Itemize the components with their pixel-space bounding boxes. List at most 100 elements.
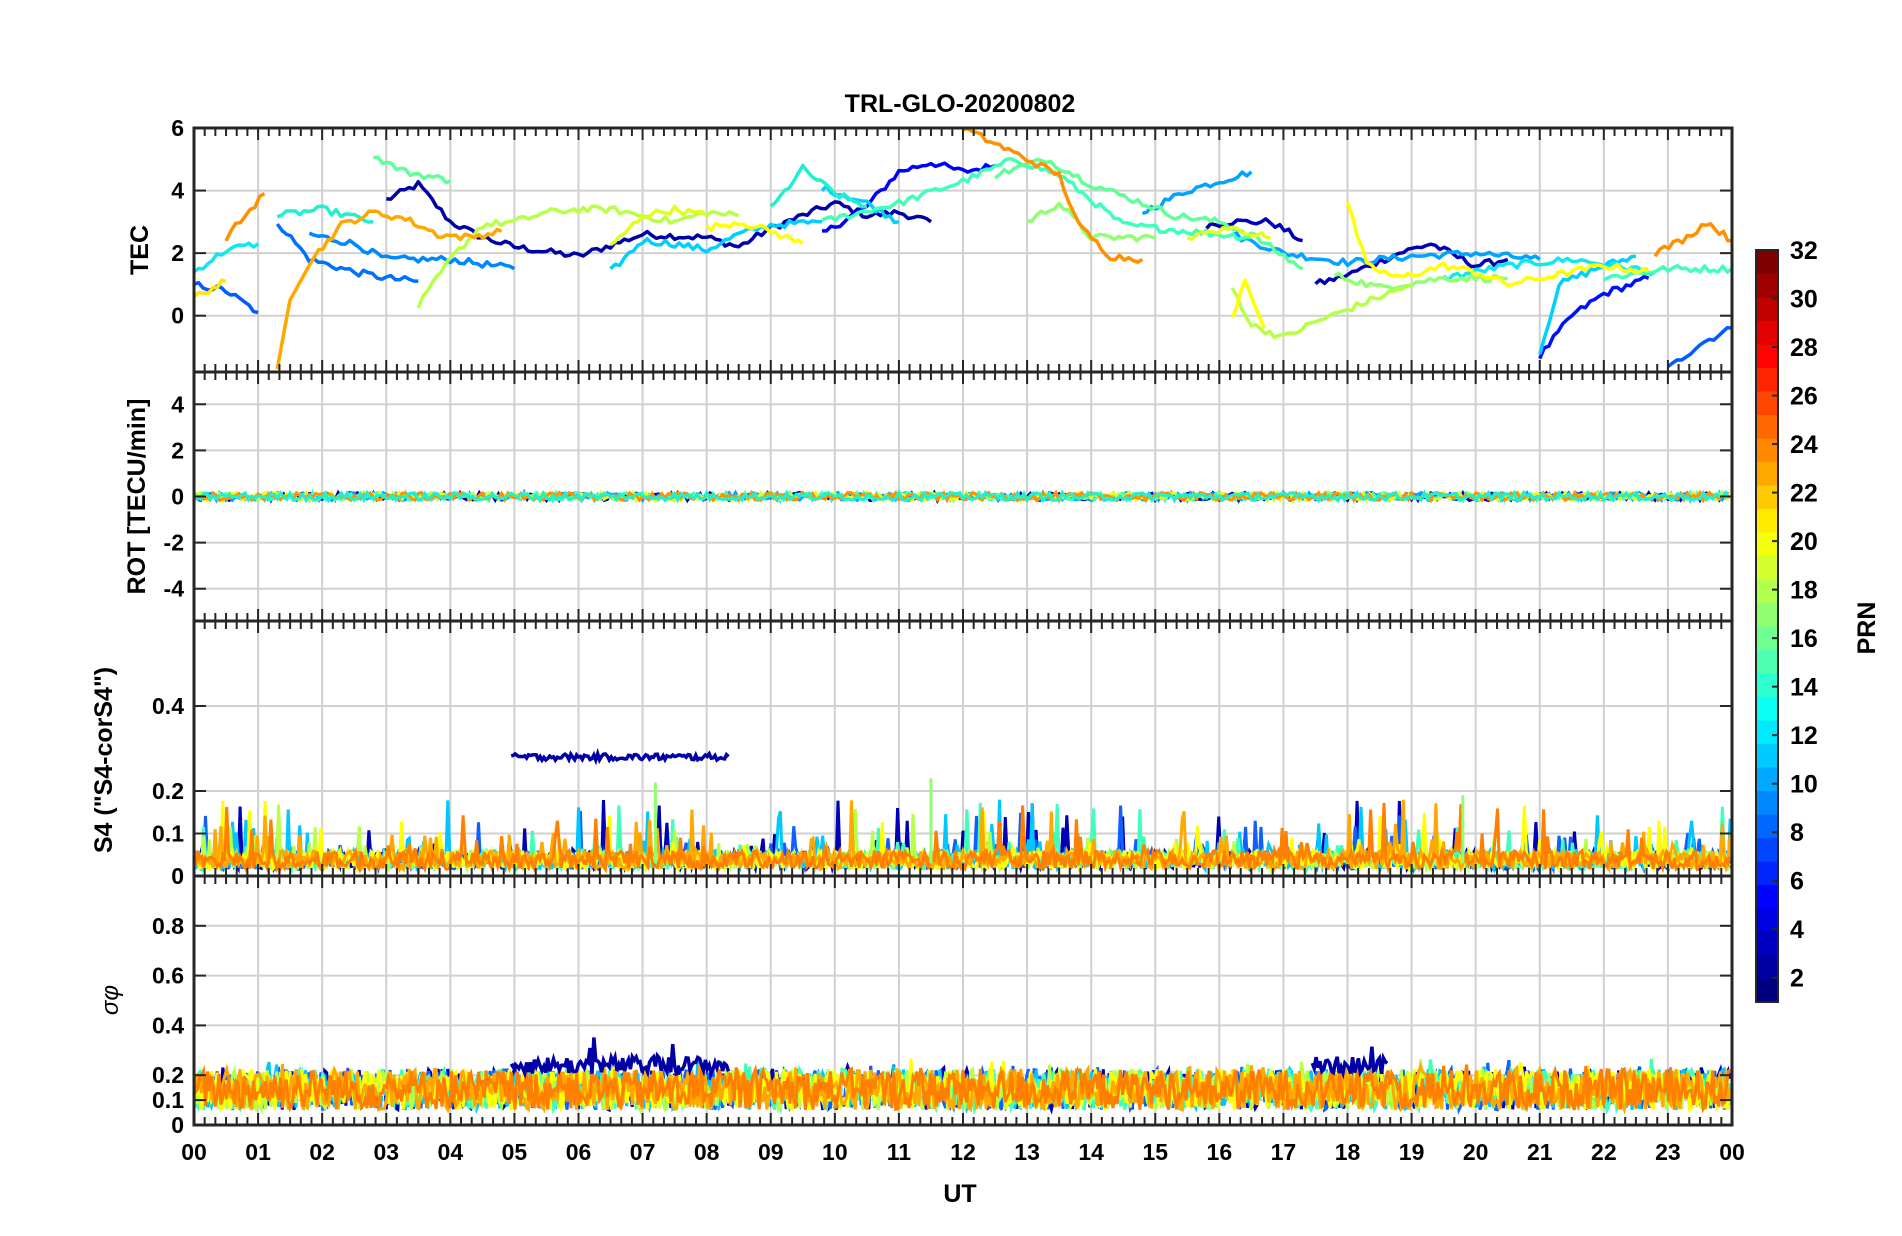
colorbar-cell: [1756, 790, 1778, 815]
x-tick-label: 17: [1271, 1139, 1297, 1165]
x-tick-label: 03: [373, 1139, 399, 1165]
colorbar-cell: [1756, 250, 1778, 275]
tec-line-prn-23: [1653, 222, 1732, 258]
colorbar-cell: [1756, 320, 1778, 345]
x-tick-label: 08: [694, 1139, 720, 1165]
chart-title: TRL-GLO-20200802: [845, 90, 1076, 118]
x-tick-label: 05: [502, 1139, 528, 1165]
colorbar-tick-label: 26: [1790, 383, 1818, 411]
y-tick-label: 0: [171, 1112, 184, 1138]
highlight-prn-1: [1310, 1046, 1389, 1080]
x-tick-label: 02: [309, 1139, 335, 1165]
colorbar-cell: [1756, 814, 1778, 839]
tec-line-prn-10: [1231, 231, 1541, 268]
colorbar-cell: [1756, 555, 1778, 580]
y-tick-label: 0.4: [152, 693, 184, 719]
colorbar-tick-label: 6: [1790, 868, 1804, 896]
panel-tec: 0 2 4 6 TEC: [126, 115, 1734, 374]
colorbar-cell: [1756, 743, 1778, 768]
colorbar-cell: [1756, 273, 1778, 298]
colorbar-cell: [1756, 414, 1778, 439]
x-axis-label: UT: [943, 1180, 976, 1208]
tec-line-prn-20: [1345, 201, 1650, 288]
y-axis-label-s4: S4 ("S4-corS4"): [90, 667, 118, 853]
colorbar-cell: [1756, 508, 1778, 533]
y-tick-label: 0.8: [152, 913, 184, 939]
y-axis-label-sigma: σφ: [97, 985, 124, 1015]
colorbar-cell: [1756, 485, 1778, 510]
y-tick-label: -4: [164, 576, 185, 602]
colorbar-cell: [1756, 344, 1778, 369]
y-tick-label: 4: [171, 178, 184, 204]
colorbar-tick-label: 32: [1790, 237, 1818, 265]
x-tick-label: 19: [1399, 1139, 1425, 1165]
x-tick-label: 16: [1207, 1139, 1233, 1165]
tec-line-prn-12: [609, 218, 823, 270]
panel-data: [194, 488, 1731, 505]
colorbar-cell: [1756, 861, 1778, 886]
x-tick-label: 14: [1078, 1139, 1104, 1165]
x-tick-label: 00: [181, 1139, 207, 1165]
colorbar-cell: [1756, 391, 1778, 416]
colorbar-cell: [1756, 720, 1778, 745]
tec-line-prn-22: [275, 209, 503, 370]
x-tick-label: 13: [1014, 1139, 1040, 1165]
colorbar-cell: [1756, 767, 1778, 792]
tec-line-prn-8: [275, 222, 419, 284]
tec-line-prn-16: [373, 155, 451, 185]
x-tick-label: 09: [758, 1139, 784, 1165]
tec-line-prn-2: [1314, 242, 1509, 286]
x-tick-label: 04: [438, 1139, 464, 1165]
colorbar-tick-label: 24: [1790, 431, 1818, 459]
colorbar-frame: [1755, 249, 1779, 1003]
colorbar-tick-label: 22: [1790, 480, 1818, 508]
highlight-prn-1: [509, 1037, 731, 1080]
colorbar-tick-label: 20: [1790, 528, 1818, 556]
colorbar-tick-label: 16: [1790, 625, 1818, 653]
tec-line-prn-15: [1603, 264, 1732, 282]
x-tick-label: 20: [1463, 1139, 1489, 1165]
tec-line-prn-17: [1333, 271, 1508, 291]
tec-line-prn-9: [308, 231, 516, 271]
tec-line-prn-12: [1538, 254, 1637, 355]
colorbar-cell: [1756, 579, 1778, 604]
x-tick-label: 00: [1719, 1139, 1745, 1165]
tec-line-prn-19: [609, 204, 708, 247]
colorbar-cell: [1756, 696, 1778, 721]
tec-line-prn-20: [705, 220, 804, 246]
tec-line-prn-23: [224, 192, 266, 242]
colorbar-cell: [1756, 931, 1778, 956]
colorbar-cell: [1756, 438, 1778, 463]
x-tick-label: 12: [950, 1139, 976, 1165]
x-tick-label: 23: [1655, 1139, 1681, 1165]
y-tick-label: 0: [171, 303, 184, 329]
y-tick-label: -2: [164, 530, 184, 556]
x-tick-label: 01: [245, 1139, 271, 1165]
tec-line-prn-14: [276, 204, 374, 224]
colorbar-tick-label: 30: [1790, 286, 1818, 314]
tec-line-prn-2: [1205, 217, 1303, 243]
colorbar-cell: [1756, 673, 1778, 698]
colorbar-tick-label: 2: [1790, 965, 1804, 993]
colorbar-cell: [1756, 837, 1778, 862]
colorbar-tick-label: 10: [1790, 771, 1818, 799]
y-tick-label: 0: [171, 863, 184, 889]
colorbar-tick-label: 4: [1790, 916, 1804, 944]
colorbar-cell: [1756, 602, 1778, 627]
x-tick-label: 15: [1142, 1139, 1168, 1165]
colorbar-cell: [1756, 532, 1778, 557]
colorbar-tick-label: 28: [1790, 334, 1818, 362]
x-tick-label: 21: [1527, 1139, 1553, 1165]
highlight-prn-1: [510, 747, 730, 766]
tec-line-prn-7: [194, 280, 259, 315]
tec-line-prn-4: [1538, 274, 1650, 360]
tec-line-prn-21: [194, 278, 227, 299]
y-tick-label: 0.6: [152, 963, 184, 989]
colorbar-tick-label: 8: [1790, 819, 1804, 847]
x-tick-label: 10: [822, 1139, 848, 1165]
y-tick-label: 0: [171, 484, 184, 510]
tec-line-prn-18: [1230, 282, 1413, 340]
x-tick-label: 07: [630, 1139, 656, 1165]
